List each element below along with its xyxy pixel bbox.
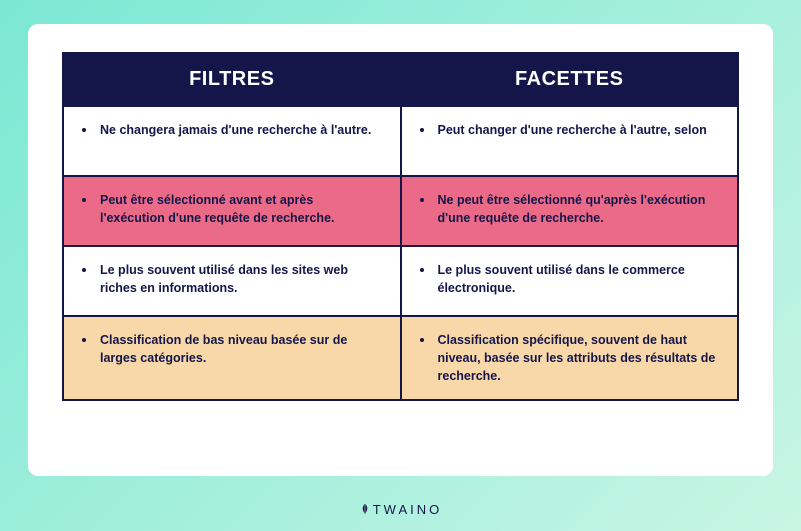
content-card: FILTRES FACETTES Ne changera jamais d'un… xyxy=(28,24,773,476)
leaf-icon xyxy=(359,503,371,518)
table-cell: Ne changera jamais d'une recherche à l'a… xyxy=(64,105,402,175)
bullet-icon xyxy=(420,128,424,132)
table-cell: Classification spécifique, souvent de ha… xyxy=(402,315,738,399)
table-row: Classification de bas niveau basée sur d… xyxy=(64,315,737,399)
cell-text: Classification spécifique, souvent de ha… xyxy=(438,331,720,385)
table-header-facettes: FACETTES xyxy=(402,54,738,105)
table-row: Le plus souvent utilisé dans les sites w… xyxy=(64,245,737,315)
table-cell: Ne peut être sélectionné qu'après l'exéc… xyxy=(402,175,738,245)
table-header-row: FILTRES FACETTES xyxy=(64,54,737,105)
bullet-icon xyxy=(420,198,424,202)
table-cell: Le plus souvent utilisé dans le commerce… xyxy=(402,245,738,315)
bullet-icon xyxy=(82,128,86,132)
cell-text: Ne peut être sélectionné qu'après l'exéc… xyxy=(438,191,720,227)
cell-text: Peut changer d'une recherche à l'autre, … xyxy=(438,121,707,139)
cell-text: Classification de bas niveau basée sur d… xyxy=(100,331,382,367)
cell-text: Le plus souvent utilisé dans les sites w… xyxy=(100,261,382,297)
cell-text: Ne changera jamais d'une recherche à l'a… xyxy=(100,121,371,139)
bullet-icon xyxy=(82,338,86,342)
comparison-table: FILTRES FACETTES Ne changera jamais d'un… xyxy=(62,52,739,401)
cell-text: Peut être sélectionné avant et après l'e… xyxy=(100,191,382,227)
bullet-icon xyxy=(82,198,86,202)
bullet-icon xyxy=(82,268,86,272)
bullet-icon xyxy=(420,338,424,342)
table-cell: Le plus souvent utilisé dans les sites w… xyxy=(64,245,402,315)
footer-brand-text: TWAINO xyxy=(373,502,443,517)
cell-text: Le plus souvent utilisé dans le commerce… xyxy=(438,261,720,297)
table-row: Ne changera jamais d'une recherche à l'a… xyxy=(64,105,737,175)
footer-brand: TWAINO xyxy=(0,502,801,517)
table-cell: Peut changer d'une recherche à l'autre, … xyxy=(402,105,738,175)
table-cell: Classification de bas niveau basée sur d… xyxy=(64,315,402,399)
bullet-icon xyxy=(420,268,424,272)
table-cell: Peut être sélectionné avant et après l'e… xyxy=(64,175,402,245)
table-header-filtres: FILTRES xyxy=(64,54,402,105)
table-row: Peut être sélectionné avant et après l'e… xyxy=(64,175,737,245)
